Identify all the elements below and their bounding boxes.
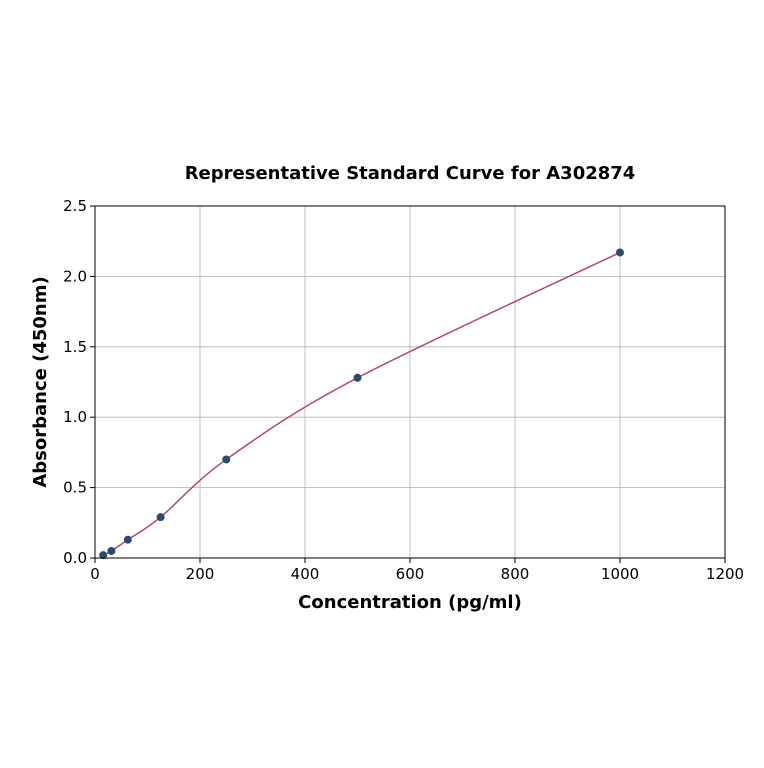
x-tick-label: 600 — [396, 565, 425, 583]
x-tick-label: 0 — [90, 565, 100, 583]
data-point — [353, 373, 362, 382]
y-tick-label: 1.0 — [63, 408, 87, 426]
data-point — [99, 551, 108, 560]
plot-frame — [94, 205, 726, 559]
x-tick-label: 200 — [186, 565, 215, 583]
y-axis-label: Absorbance (450nm) — [30, 276, 51, 487]
data-point — [107, 546, 116, 555]
data-point — [616, 248, 624, 257]
y-tick-label: 2.0 — [63, 267, 87, 285]
data-point — [222, 455, 231, 464]
fit-curve — [102, 251, 621, 556]
x-tick-label: 400 — [291, 565, 320, 583]
y-tick-label: 2.5 — [63, 197, 87, 215]
chart-title: Representative Standard Curve for A30287… — [185, 163, 636, 184]
x-axis-label: Concentration (pg/ml) — [298, 592, 522, 613]
x-tick-label: 800 — [501, 565, 530, 583]
data-point — [123, 535, 132, 544]
x-tick-label: 1200 — [706, 565, 744, 583]
x-tick-label: 1000 — [601, 565, 639, 583]
data-point — [156, 513, 165, 522]
y-tick-label: 0.5 — [63, 479, 87, 497]
y-tick-label: 1.5 — [63, 338, 87, 356]
y-tick-label: 0.0 — [63, 549, 87, 567]
